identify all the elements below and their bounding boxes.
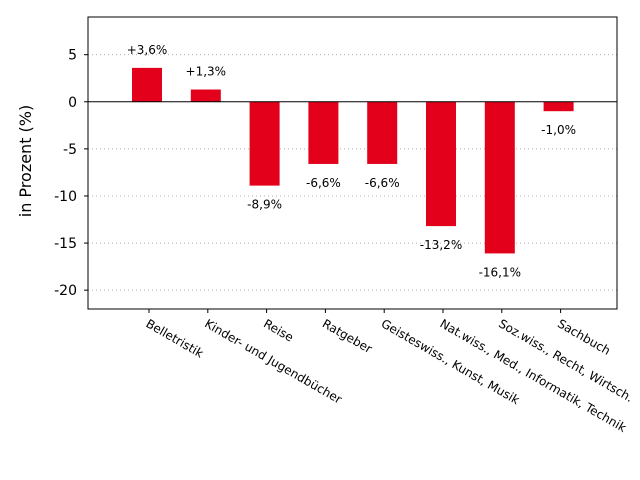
bar bbox=[367, 101, 398, 164]
data-labels: +3,6% +1,3% -8,9% -6,6% -6,6% -13,2% -16,1% -1,… bbox=[127, 43, 576, 280]
bars bbox=[132, 67, 574, 254]
grid-lines bbox=[88, 54, 617, 291]
data-label: +3,6% bbox=[127, 43, 168, 57]
data-label: -6,6% bbox=[365, 176, 400, 190]
y-tick-label: -10 bbox=[54, 189, 77, 205]
bar bbox=[249, 101, 280, 186]
y-axis-ticks: 5 0 -5 -10 -15 -20 bbox=[54, 48, 88, 299]
y-tick-label: -20 bbox=[54, 283, 77, 299]
x-tick-label: Reise bbox=[261, 316, 296, 344]
y-tick-label: -15 bbox=[54, 236, 77, 252]
x-tick-label: Belletristik bbox=[144, 316, 206, 360]
data-label: -6,6% bbox=[306, 176, 341, 190]
y-tick-label: 5 bbox=[68, 48, 77, 64]
bar bbox=[426, 101, 456, 227]
data-label: -8,9% bbox=[247, 198, 282, 212]
data-label: -16,1% bbox=[479, 265, 521, 279]
bar bbox=[132, 67, 162, 102]
y-tick-label: 0 bbox=[68, 95, 77, 111]
data-label: -1,0% bbox=[541, 123, 576, 137]
y-axis-title: in Prozent (%) bbox=[16, 105, 35, 217]
x-tick-label: Ratgeber bbox=[320, 316, 375, 356]
y-tick-label: -5 bbox=[63, 142, 77, 158]
plot-frame bbox=[87, 16, 618, 310]
bar bbox=[190, 89, 221, 102]
bar bbox=[484, 101, 515, 254]
bar bbox=[543, 101, 574, 112]
bar bbox=[308, 101, 339, 164]
data-label: -13,2% bbox=[420, 238, 462, 252]
data-label: +1,3% bbox=[186, 65, 227, 79]
